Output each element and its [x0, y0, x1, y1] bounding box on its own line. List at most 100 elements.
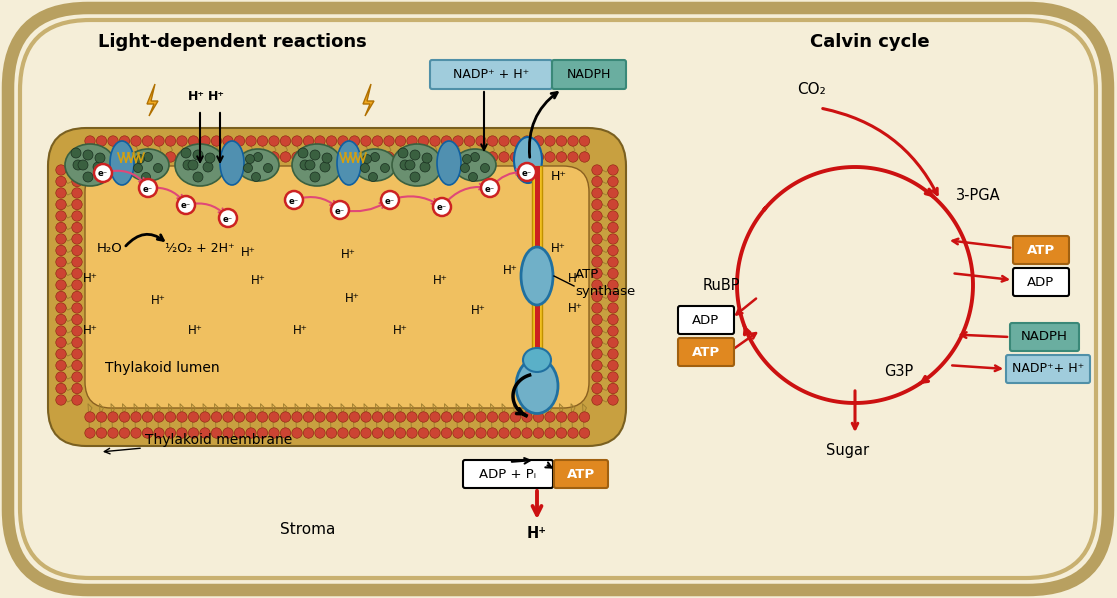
Circle shape: [153, 163, 162, 172]
Circle shape: [56, 280, 66, 290]
Text: e⁻: e⁻: [98, 169, 108, 178]
Circle shape: [222, 136, 233, 146]
Text: H⁺: H⁺: [250, 273, 266, 286]
Circle shape: [400, 160, 410, 170]
Circle shape: [533, 152, 544, 162]
Circle shape: [142, 152, 153, 162]
Circle shape: [556, 428, 566, 438]
Circle shape: [71, 211, 83, 221]
Circle shape: [71, 383, 83, 393]
Circle shape: [292, 152, 303, 162]
Circle shape: [361, 136, 371, 146]
Text: Thylakoid membrane: Thylakoid membrane: [145, 433, 293, 447]
Circle shape: [246, 152, 256, 162]
FancyBboxPatch shape: [20, 20, 1096, 578]
Circle shape: [235, 428, 245, 438]
FancyBboxPatch shape: [1010, 323, 1079, 351]
Circle shape: [154, 152, 164, 162]
FancyBboxPatch shape: [8, 8, 1108, 590]
Circle shape: [83, 172, 93, 182]
Ellipse shape: [127, 149, 169, 181]
Circle shape: [56, 337, 66, 347]
Circle shape: [592, 257, 602, 267]
Text: H⁺: H⁺: [188, 324, 202, 337]
Text: 3-PGA: 3-PGA: [956, 188, 1001, 203]
Circle shape: [235, 412, 245, 422]
Ellipse shape: [454, 149, 496, 181]
Circle shape: [522, 152, 532, 162]
Circle shape: [592, 326, 602, 336]
Circle shape: [452, 136, 464, 146]
Ellipse shape: [354, 149, 397, 181]
Circle shape: [193, 150, 203, 160]
Text: e⁻: e⁻: [385, 197, 395, 206]
Circle shape: [567, 136, 579, 146]
Circle shape: [71, 291, 83, 302]
Text: NADPH: NADPH: [566, 68, 611, 81]
Circle shape: [580, 136, 590, 146]
Text: H⁺: H⁺: [344, 291, 360, 304]
Circle shape: [292, 428, 303, 438]
Circle shape: [108, 152, 118, 162]
Circle shape: [510, 412, 521, 422]
Circle shape: [441, 412, 451, 422]
Circle shape: [470, 152, 479, 161]
Circle shape: [269, 136, 279, 146]
Circle shape: [545, 412, 555, 422]
Text: ATP: ATP: [567, 468, 595, 481]
FancyBboxPatch shape: [1006, 355, 1090, 383]
Circle shape: [200, 428, 210, 438]
Circle shape: [608, 234, 618, 244]
Circle shape: [372, 152, 383, 162]
Circle shape: [219, 209, 237, 227]
Circle shape: [592, 372, 602, 382]
Text: NADP⁺+ H⁺: NADP⁺+ H⁺: [1012, 362, 1085, 376]
Circle shape: [608, 211, 618, 221]
Circle shape: [56, 165, 66, 175]
Circle shape: [143, 152, 153, 161]
Circle shape: [108, 428, 118, 438]
Circle shape: [608, 188, 618, 198]
Circle shape: [56, 234, 66, 244]
Circle shape: [222, 428, 233, 438]
Circle shape: [545, 136, 555, 146]
Circle shape: [142, 412, 153, 422]
Circle shape: [176, 136, 188, 146]
Circle shape: [384, 152, 394, 162]
Circle shape: [545, 152, 555, 162]
Circle shape: [476, 152, 486, 162]
Ellipse shape: [392, 144, 442, 186]
Text: H⁺: H⁺: [392, 324, 408, 337]
Circle shape: [510, 136, 521, 146]
Circle shape: [395, 412, 405, 422]
Circle shape: [189, 412, 199, 422]
Circle shape: [580, 428, 590, 438]
Circle shape: [395, 428, 405, 438]
Circle shape: [592, 211, 602, 221]
Circle shape: [592, 176, 602, 187]
Circle shape: [71, 257, 83, 267]
Circle shape: [372, 412, 383, 422]
Circle shape: [203, 162, 213, 172]
Ellipse shape: [65, 144, 115, 186]
Circle shape: [441, 152, 451, 162]
Circle shape: [337, 136, 349, 146]
Circle shape: [592, 303, 602, 313]
Circle shape: [452, 152, 464, 162]
Circle shape: [499, 152, 509, 162]
Circle shape: [269, 152, 279, 162]
Text: ADP: ADP: [1028, 276, 1054, 288]
Circle shape: [189, 136, 199, 146]
Circle shape: [108, 412, 118, 422]
Circle shape: [56, 222, 66, 233]
Text: H⁺: H⁺: [567, 301, 582, 315]
Circle shape: [395, 152, 405, 162]
Circle shape: [407, 136, 418, 146]
Polygon shape: [363, 84, 374, 116]
Circle shape: [430, 412, 440, 422]
Circle shape: [200, 136, 210, 146]
Circle shape: [608, 303, 618, 313]
Circle shape: [326, 412, 336, 422]
Circle shape: [410, 172, 420, 182]
Text: ATP: ATP: [691, 346, 720, 358]
